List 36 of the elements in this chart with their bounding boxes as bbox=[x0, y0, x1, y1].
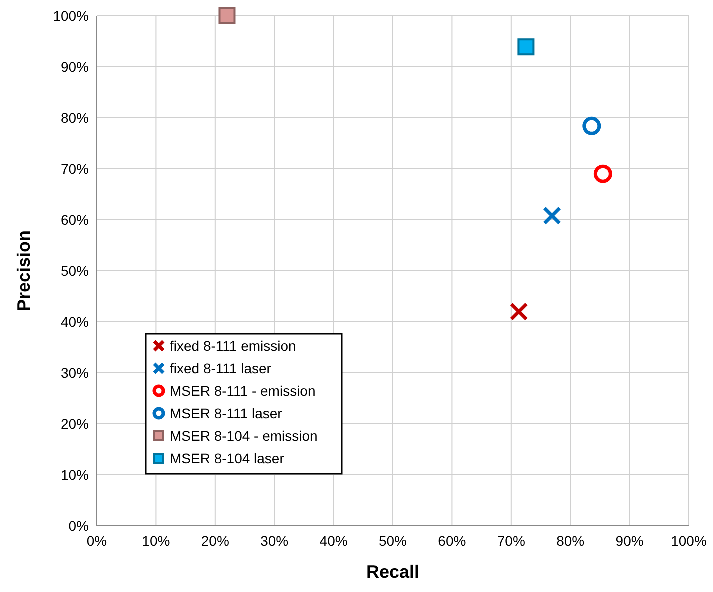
x-tick-label: 10% bbox=[142, 533, 170, 549]
point bbox=[543, 206, 562, 226]
x-axis-title: Recall bbox=[366, 562, 420, 582]
legend-label: fixed 8-111 laser bbox=[170, 360, 272, 376]
point bbox=[594, 164, 612, 184]
y-tick-label: 100% bbox=[53, 8, 89, 24]
legend-label: MSER 8-104 laser bbox=[170, 450, 285, 466]
x-tick-label: 30% bbox=[260, 533, 289, 549]
point bbox=[218, 8, 236, 24]
y-axis-title: Precision bbox=[14, 230, 34, 312]
y-tick-label: 50% bbox=[60, 263, 89, 279]
point bbox=[582, 116, 602, 136]
legend-label: MSER 8-111 - emission bbox=[170, 383, 316, 399]
legend-label: MSER 8-104 - emission bbox=[170, 428, 318, 444]
x-tick-label: 70% bbox=[497, 533, 526, 549]
y-tick-label: 20% bbox=[60, 416, 89, 432]
x-tick-label: 80% bbox=[556, 533, 585, 549]
x-tick-label: 20% bbox=[201, 533, 230, 549]
x-tick-label: 50% bbox=[378, 533, 408, 549]
legend-label: fixed 8-111 emission bbox=[170, 338, 296, 354]
x-tick-label: 0% bbox=[86, 533, 108, 549]
y-tick-label: 0% bbox=[68, 518, 89, 534]
y-tick-label: 90% bbox=[60, 59, 89, 75]
y-tick-label: 30% bbox=[60, 365, 89, 381]
y-tick-label: 10% bbox=[60, 467, 89, 483]
y-tick-label: 60% bbox=[60, 212, 89, 228]
legend-label: MSER 8-111 laser bbox=[170, 406, 283, 422]
x-tick-label: 100% bbox=[671, 533, 707, 549]
y-tick-label: 80% bbox=[60, 110, 89, 126]
x-tick-label: 60% bbox=[438, 533, 466, 549]
y-tick-label: 70% bbox=[60, 161, 89, 177]
x-tick-label: 90% bbox=[616, 533, 644, 549]
point bbox=[518, 38, 535, 56]
y-tick-label: 40% bbox=[60, 314, 89, 330]
point bbox=[510, 302, 528, 322]
x-tick-label: 40% bbox=[320, 533, 348, 549]
